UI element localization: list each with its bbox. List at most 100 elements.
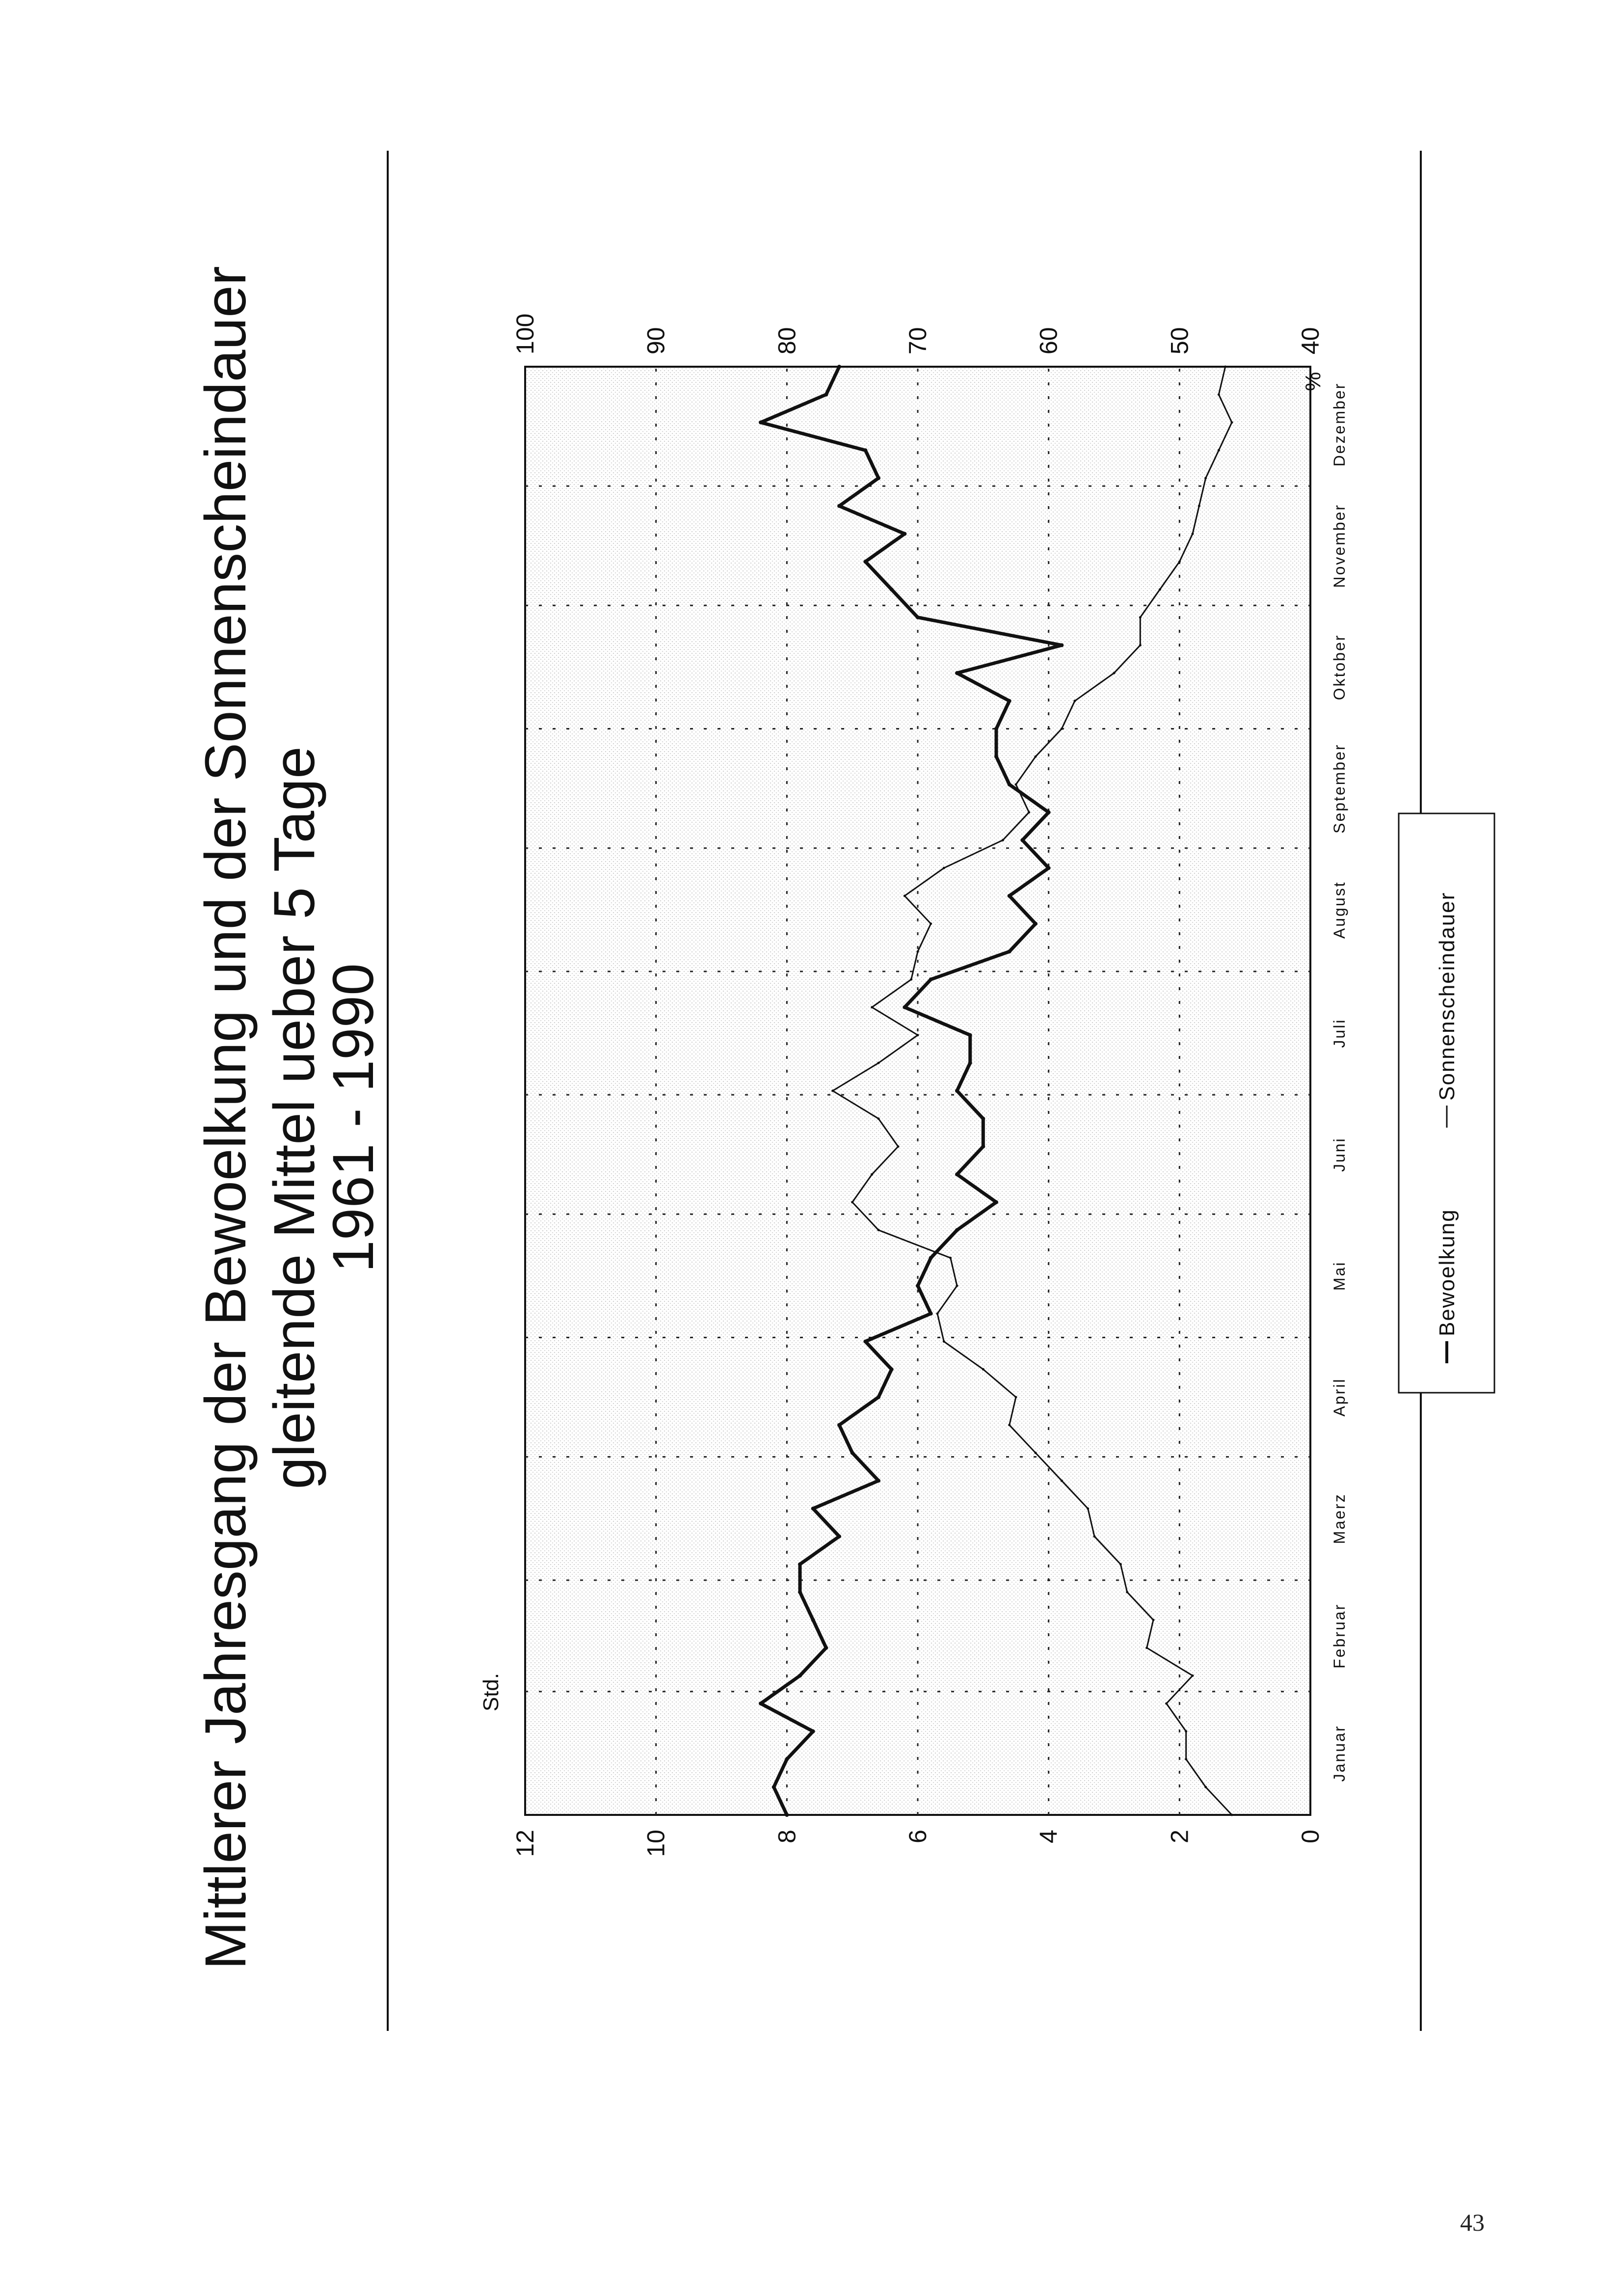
data-point-bewoelkung (850, 1451, 854, 1455)
data-point-sonnenscheindauer (877, 1229, 880, 1232)
data-point-sonnenscheindauer (1034, 1452, 1037, 1454)
data-point-sonnenscheindauer (1014, 783, 1017, 786)
data-point-bewoelkung (837, 504, 841, 508)
data-point-bewoelkung (1060, 643, 1064, 648)
month-label: Januar (1330, 1725, 1348, 1782)
data-point-bewoelkung (955, 1172, 959, 1177)
data-point-sonnenscheindauer (1197, 505, 1200, 508)
data-point-bewoelkung (929, 1256, 933, 1260)
right-axis-ticks: 40 50 60 70 80 90 100 (511, 314, 1324, 354)
data-point-bewoelkung (1020, 838, 1025, 842)
data-point-bewoelkung (981, 1116, 985, 1121)
plot-area (524, 366, 1311, 1816)
data-point-bewoelkung (877, 476, 880, 480)
month-label: Dezember (1330, 382, 1348, 467)
right-tick-label: 90 (642, 327, 670, 354)
data-point-bewoelkung (955, 671, 959, 675)
data-point-bewoelkung (785, 1813, 789, 1817)
right-tick-label: 80 (773, 327, 800, 354)
right-tick-label: 50 (1166, 327, 1193, 354)
data-point-sonnenscheindauer (1191, 532, 1194, 535)
data-point-sonnenscheindauer (1204, 1785, 1207, 1788)
data-point-sonnenscheindauer (1139, 616, 1142, 619)
chart-title-line-2: gleitende Mittel ueber 5 Tage (262, 746, 327, 1489)
data-point-bewoelkung (811, 1618, 815, 1622)
left-tick-label: 12 (511, 1830, 539, 1857)
data-point-sonnenscheindauer (1185, 1758, 1188, 1761)
left-tick-label: 8 (773, 1830, 800, 1843)
data-point-sonnenscheindauer (1217, 393, 1220, 396)
data-point-sonnenscheindauer (903, 894, 906, 897)
data-point-sonnenscheindauer (910, 978, 913, 981)
data-point-bewoelkung (994, 727, 998, 731)
data-point-bewoelkung (785, 1757, 789, 1761)
data-point-bewoelkung (968, 1033, 972, 1037)
data-point-sonnenscheindauer (871, 1173, 874, 1176)
data-point-bewoelkung (994, 755, 998, 759)
legend-label-sonnenscheindauer: Sonnenscheindauer (1435, 892, 1459, 1101)
data-point-bewoelkung (1007, 782, 1011, 786)
data-point-sonnenscheindauer (1152, 1619, 1155, 1621)
data-point-bewoelkung (903, 532, 907, 536)
data-point-bewoelkung (1007, 699, 1011, 703)
data-point-bewoelkung (955, 1228, 959, 1232)
data-point-bewoelkung (1007, 893, 1011, 898)
data-point-bewoelkung (811, 1506, 815, 1511)
left-axis-unit: Std. (479, 1673, 503, 1711)
data-point-sonnenscheindauer (1204, 477, 1207, 480)
data-point-bewoelkung (1034, 921, 1038, 926)
page-number: 43 (1460, 2209, 1485, 2236)
data-point-bewoelkung (929, 977, 933, 982)
legend-box (1398, 812, 1495, 1394)
left-axis-ticks: 0 2 4 6 8 10 12 (511, 1830, 1324, 1857)
month-label: Juli (1330, 1018, 1348, 1048)
data-point-sonnenscheindauer (1034, 755, 1037, 758)
data-point-sonnenscheindauer (1217, 449, 1220, 452)
data-point-sonnenscheindauer (1230, 1813, 1233, 1816)
data-point-bewoelkung (798, 1590, 802, 1594)
data-point-bewoelkung (1046, 866, 1051, 870)
data-point-bewoelkung (811, 1729, 815, 1733)
data-point-bewoelkung (929, 1311, 933, 1316)
data-point-sonnenscheindauer (1093, 1535, 1096, 1538)
month-label: Maerz (1330, 1493, 1348, 1544)
data-point-sonnenscheindauer (871, 1006, 874, 1009)
data-point-sonnenscheindauer (1158, 588, 1161, 591)
month-label: April (1330, 1378, 1348, 1417)
data-point-bewoelkung (798, 1562, 802, 1567)
data-point-bewoelkung (889, 587, 894, 592)
data-point-bewoelkung (903, 1005, 907, 1009)
data-point-bewoelkung (916, 615, 920, 620)
data-point-sonnenscheindauer (1060, 1479, 1063, 1482)
data-point-sonnenscheindauer (1001, 838, 1004, 841)
data-point-sonnenscheindauer (930, 922, 932, 925)
data-point-sonnenscheindauer (1178, 560, 1181, 563)
data-point-sonnenscheindauer (936, 1312, 939, 1315)
month-label: Oktober (1330, 634, 1348, 700)
data-point-bewoelkung (759, 1702, 763, 1706)
month-label: August (1330, 881, 1348, 939)
data-point-sonnenscheindauer (916, 1034, 919, 1037)
data-point-sonnenscheindauer (1119, 1563, 1122, 1566)
data-point-sonnenscheindauer (1008, 1424, 1011, 1427)
data-point-sonnenscheindauer (1191, 1674, 1194, 1677)
data-point-bewoelkung (994, 1200, 998, 1204)
left-tick-label: 0 (1297, 1830, 1324, 1843)
data-point-sonnenscheindauer (982, 1368, 984, 1371)
data-point-bewoelkung (955, 1089, 959, 1093)
data-point-sonnenscheindauer (1073, 700, 1076, 702)
chart-title-line-3: 1961 - 1990 (321, 963, 386, 1272)
data-point-bewoelkung (1007, 949, 1011, 954)
data-point-sonnenscheindauer (1224, 365, 1227, 368)
data-point-sonnenscheindauer (1028, 811, 1031, 814)
data-point-bewoelkung (772, 1785, 776, 1789)
data-point-sonnenscheindauer (1230, 421, 1233, 424)
left-tick-label: 6 (904, 1830, 931, 1843)
data-point-bewoelkung (837, 1423, 841, 1427)
data-point-sonnenscheindauer (851, 1201, 854, 1204)
data-point-sonnenscheindauer (916, 950, 919, 953)
data-point-sonnenscheindauer (956, 1284, 958, 1287)
series-points (759, 365, 1233, 1817)
